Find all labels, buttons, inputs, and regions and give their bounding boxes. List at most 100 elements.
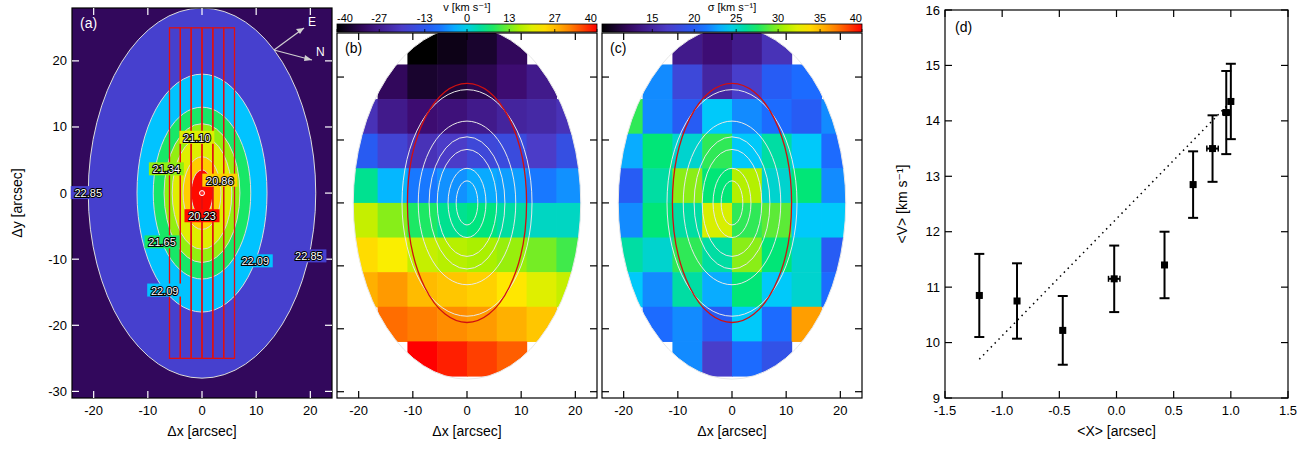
map-cell — [821, 238, 851, 273]
x-tick-label: -20 — [614, 403, 633, 418]
colorbar-tick-label: -40 — [337, 12, 353, 24]
y-tick — [590, 76, 597, 77]
figure: -20-1001020-30-20-1001020Δx [arcsec]Δy [… — [0, 0, 1306, 449]
map-cell — [792, 238, 822, 273]
map-cell — [497, 307, 527, 342]
slit — [180, 28, 191, 359]
y-tick — [325, 126, 332, 127]
y-tick-label: -30 — [48, 384, 67, 399]
map-cell — [732, 272, 762, 307]
panel-letter: (b) — [345, 40, 362, 56]
x-tick — [256, 8, 257, 15]
map-cell — [378, 168, 408, 203]
x-tick — [310, 8, 311, 15]
data-point — [1059, 327, 1066, 334]
colorbar-tick-label: 20 — [688, 12, 700, 24]
x-tick — [1116, 391, 1117, 398]
y-tick — [72, 126, 79, 127]
y-tick — [855, 391, 862, 392]
y-axis-title: Δy [arcsec] — [9, 168, 25, 237]
map-cell — [556, 203, 586, 238]
x-tick — [1059, 10, 1060, 17]
y-tick — [602, 202, 609, 203]
y-tick — [945, 231, 952, 232]
map-cell — [348, 238, 378, 273]
x-tick — [786, 33, 787, 40]
error-cap — [1012, 338, 1022, 340]
error-cap — [1058, 364, 1068, 366]
x-tick — [1287, 391, 1288, 398]
x-tick — [1230, 391, 1231, 398]
map-cell — [348, 134, 378, 169]
x-tick — [623, 33, 624, 40]
map-area — [348, 33, 587, 379]
x-axis-title: Δx [arcsec] — [432, 423, 501, 439]
map-cell — [437, 99, 467, 134]
error-cap — [1208, 181, 1218, 183]
error-cap — [974, 253, 984, 255]
error-cap — [1012, 262, 1022, 264]
map-cell — [467, 272, 497, 307]
map-cell — [643, 238, 673, 273]
x-tick — [731, 33, 732, 40]
colorbar-tick — [778, 29, 779, 32]
map-cell — [762, 134, 792, 169]
label-patch — [202, 174, 237, 187]
y-tick — [337, 76, 344, 77]
x-tick — [147, 8, 148, 15]
x-tick — [575, 33, 576, 40]
colorbar-tick — [467, 29, 468, 32]
x-tick — [731, 391, 732, 398]
y-tick — [590, 202, 597, 203]
colorbar-tick-label: 25 — [730, 12, 742, 24]
data-point — [1014, 298, 1021, 305]
y-tick — [72, 391, 79, 392]
y-tick — [855, 139, 862, 140]
colorbar-tick-label: -27 — [371, 12, 387, 24]
y-tick — [855, 265, 862, 266]
map-cell — [556, 134, 586, 169]
slit — [213, 28, 224, 359]
map-cell — [702, 238, 732, 273]
y-tick — [1281, 287, 1288, 288]
y-tick — [337, 391, 344, 392]
y-tick — [72, 325, 79, 326]
map-cell — [556, 238, 586, 273]
map-cell — [613, 134, 643, 169]
map-cell — [732, 238, 762, 273]
y-tick — [945, 176, 952, 177]
map-cell — [702, 99, 732, 134]
colorbar-tick — [379, 29, 380, 32]
error-cap — [1109, 311, 1119, 313]
map-cell — [821, 134, 851, 169]
x-tick — [1059, 391, 1060, 398]
y-tick — [1281, 120, 1288, 121]
y-tick — [602, 328, 609, 329]
x-tick-label: -10 — [138, 403, 157, 418]
x-tick — [521, 33, 522, 40]
map-cell — [497, 272, 527, 307]
map-cell — [643, 272, 673, 307]
isophote-label: 22.85 — [74, 187, 102, 199]
x-axis-title: <X> [arcsec] — [1077, 423, 1156, 439]
y-tick — [325, 325, 332, 326]
map-cell — [732, 203, 762, 238]
y-tick-label: 10 — [926, 335, 940, 350]
isophote-label: 22.09 — [241, 255, 269, 267]
map-cell — [437, 33, 467, 65]
map-cell — [613, 168, 643, 203]
colorbar-title: σ [km s⁻¹] — [708, 1, 757, 13]
map-cell — [792, 99, 822, 134]
map-cell — [702, 134, 732, 169]
map-cell — [732, 99, 762, 134]
label-patch — [149, 162, 184, 175]
colorbar-tick-label: 27 — [549, 12, 561, 24]
colorbar-tick-label: -13 — [417, 12, 433, 24]
map-cell — [672, 307, 702, 342]
map-cell — [467, 33, 497, 65]
isophote — [437, 149, 497, 256]
map-cell — [762, 64, 792, 99]
x-tick — [1002, 391, 1003, 398]
x-tick — [310, 391, 311, 398]
data-point — [1111, 275, 1118, 282]
